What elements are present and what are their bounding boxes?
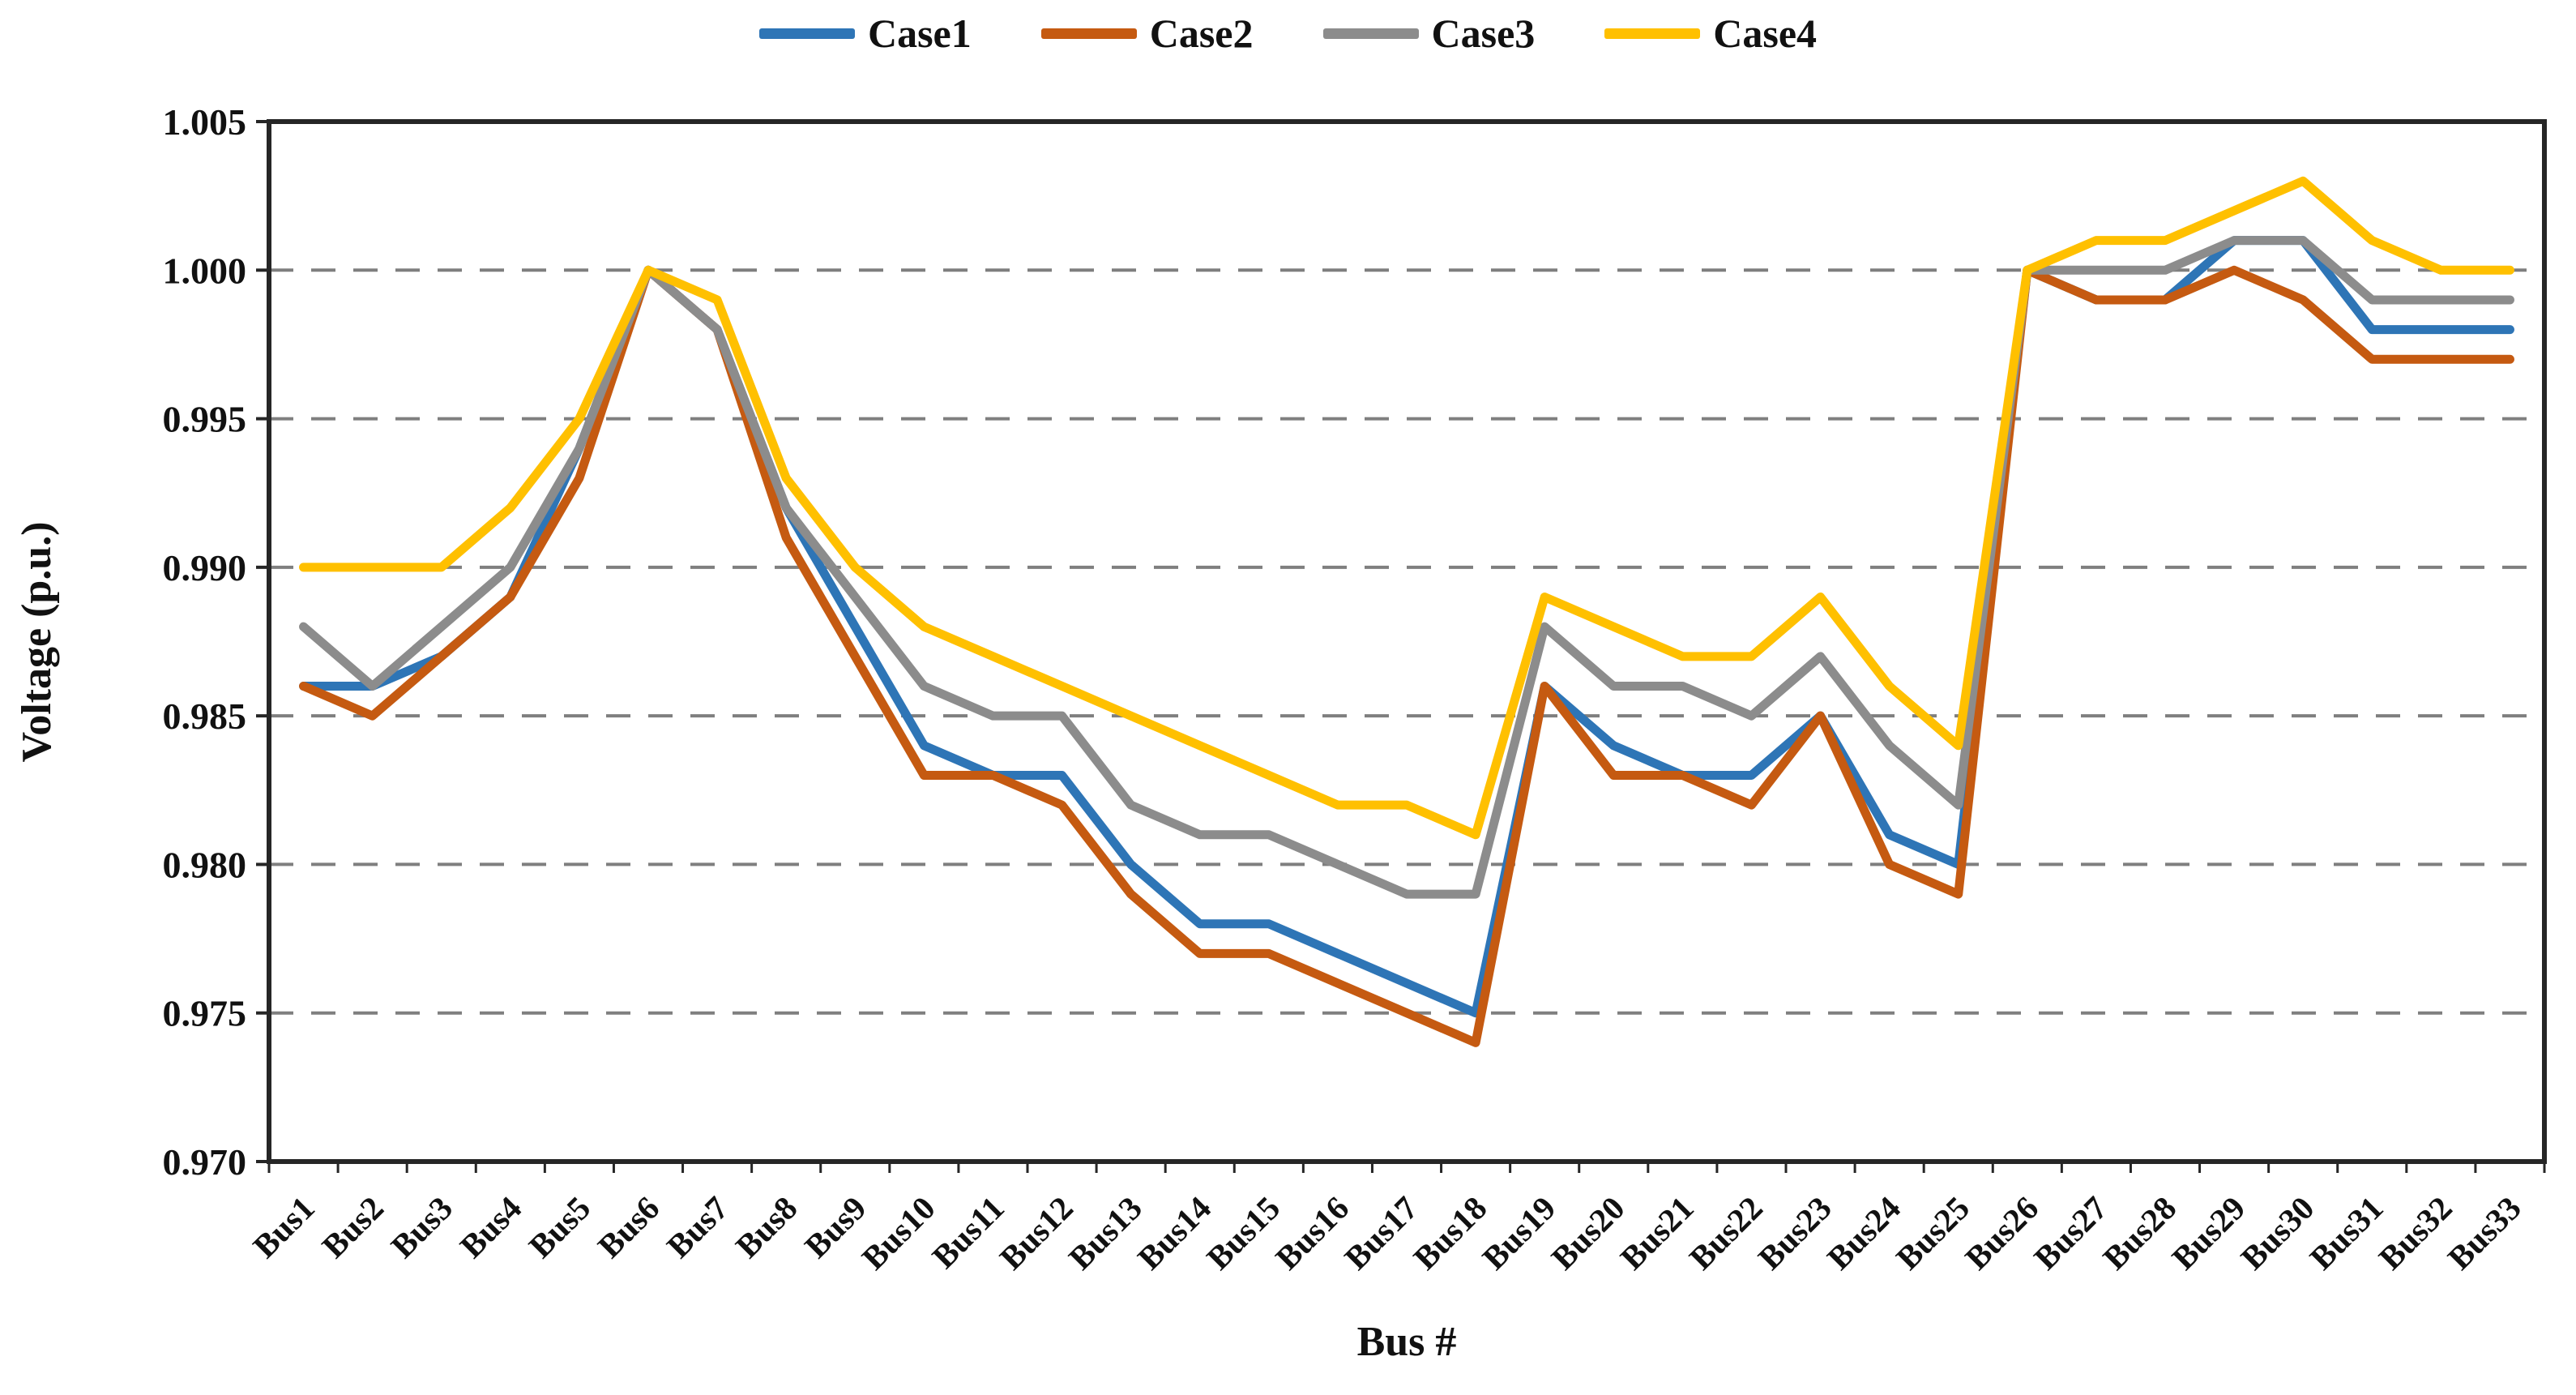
x-tick-label: Bus29 [2164, 1189, 2252, 1277]
x-tick-label: Bus10 [854, 1189, 942, 1277]
legend-item-case2: Case2 [1040, 11, 1254, 56]
x-tick-label: Bus21 [1613, 1189, 1700, 1277]
y-tick-label: 0.995 [163, 399, 247, 440]
legend-swatch-case4 [1604, 28, 1701, 39]
x-tick-label: Bus1 [246, 1189, 322, 1265]
x-tick-label: Bus20 [1544, 1189, 1631, 1277]
x-tick-label: Bus28 [2095, 1189, 2183, 1277]
x-tick-label: Bus12 [993, 1189, 1080, 1277]
x-tick-label: Bus3 [383, 1189, 459, 1265]
x-tick-label: Bus7 [660, 1189, 736, 1265]
y-tick-label: 0.990 [163, 547, 247, 588]
x-tick-label: Bus33 [2441, 1189, 2528, 1277]
x-tick-label: Bus22 [1682, 1189, 1770, 1277]
x-tick-label: Bus13 [1062, 1189, 1149, 1277]
series-line-case3 [299, 236, 2514, 899]
x-tick-label: Bus32 [2371, 1189, 2459, 1277]
x-tick-label: Bus24 [1820, 1189, 1907, 1277]
y-tick-label: 1.005 [163, 101, 247, 143]
legend-label-case4: Case4 [1713, 11, 1818, 56]
x-tick-label: Bus27 [2027, 1189, 2114, 1277]
x-tick-label: Bus5 [522, 1189, 598, 1265]
y-tick-label: 1.000 [163, 250, 247, 291]
legend-label-case3: Case3 [1431, 11, 1536, 56]
legend-label-case1: Case1 [867, 11, 972, 56]
x-tick-label: Bus23 [1751, 1189, 1839, 1277]
y-tick-label: 0.980 [163, 844, 247, 885]
x-tick-label: Bus11 [925, 1189, 1011, 1276]
legend-item-case4: Case4 [1604, 13, 1817, 53]
x-tick-label: Bus31 [2302, 1189, 2390, 1277]
legend-swatch-case2 [1040, 28, 1137, 39]
x-tick-label: Bus4 [452, 1189, 528, 1265]
axis-tick-labels: 0.970 0.975 0.980 0.985 0.990 0.995 1.000 1.005… [163, 101, 2528, 1277]
chart-legend: Case1 Case2 Case3 Case4 [0, 13, 2576, 53]
x-axis-title: Bus # [1357, 1319, 1457, 1365]
y-tick-label: 0.985 [163, 695, 247, 737]
legend-label-case2: Case2 [1149, 11, 1254, 56]
series-line-case2 [299, 265, 2514, 1047]
x-tick-label: Bus26 [1958, 1189, 2045, 1277]
x-tick-label: Bus2 [314, 1189, 391, 1265]
x-tick-label: Bus16 [1268, 1189, 1356, 1277]
y-axis-title: Voltage (p.u.) [14, 521, 60, 762]
legend-swatch-case1 [758, 28, 855, 39]
axes [256, 119, 2547, 1173]
x-tick-label: Bus15 [1199, 1189, 1287, 1277]
x-tick-label: Bus30 [2233, 1189, 2321, 1277]
series-line-case4 [299, 176, 2514, 840]
x-tick-label: Bus18 [1406, 1189, 1493, 1277]
x-tick-label: Bus8 [728, 1189, 805, 1265]
plot-frame [267, 119, 2547, 1164]
y-tick-label: 0.970 [163, 1141, 247, 1183]
series-lines [299, 176, 2514, 1047]
x-tick-label: Bus19 [1475, 1189, 1562, 1277]
y-tick-label: 0.975 [163, 993, 247, 1034]
x-tick-label: Bus17 [1337, 1189, 1425, 1277]
x-tick-label: Bus6 [591, 1189, 667, 1265]
x-tick-label: Bus14 [1130, 1189, 1218, 1277]
legend-swatch-case3 [1322, 28, 1419, 39]
legend-item-case3: Case3 [1322, 11, 1536, 56]
x-tick-label: Bus25 [1889, 1189, 1976, 1277]
legend-item-case1: Case1 [758, 11, 972, 56]
